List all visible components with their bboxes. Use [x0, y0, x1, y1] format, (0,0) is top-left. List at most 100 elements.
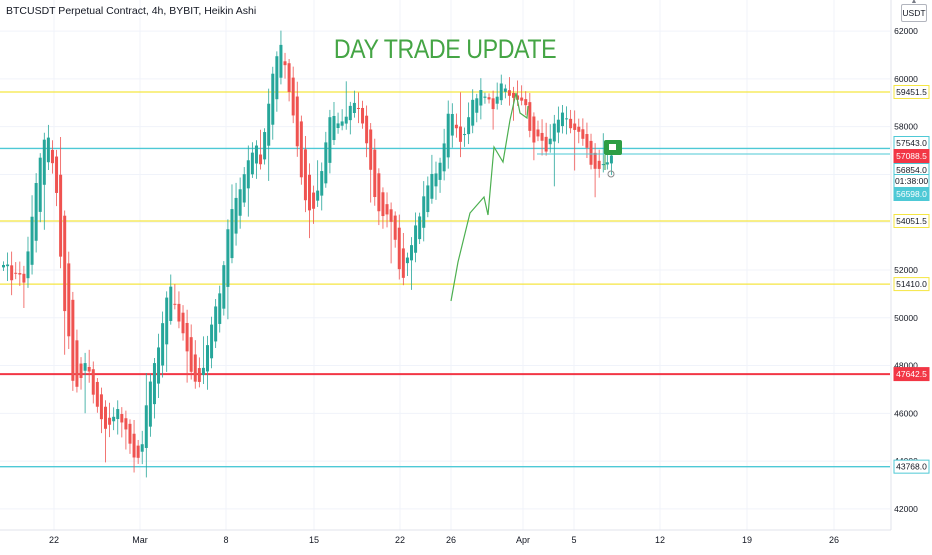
level-tag-54051.5: 54051.5 [893, 213, 930, 228]
candle [295, 81, 299, 157]
candle [365, 105, 369, 158]
candle [161, 311, 165, 378]
candle [495, 82, 499, 110]
overlay-layer [450, 92, 890, 302]
candle [197, 357, 201, 388]
candle [532, 112, 536, 161]
candle [348, 101, 352, 135]
candle [206, 335, 209, 390]
time-tick-label: 8 [223, 535, 228, 545]
time-tick-label: Mar [132, 535, 148, 545]
candle [185, 309, 189, 383]
candle [10, 251, 14, 296]
candle [99, 387, 103, 434]
candle [601, 133, 605, 173]
candle [230, 184, 234, 264]
price-tick-label: 58000 [894, 122, 918, 132]
candle [405, 252, 409, 277]
candle [83, 352, 87, 414]
candle [144, 373, 148, 478]
candle [438, 157, 442, 193]
svg-text:47642.5: 47642.5 [896, 369, 927, 379]
candle [259, 129, 263, 170]
candle [503, 84, 507, 99]
candle [507, 77, 511, 106]
candle [552, 114, 556, 187]
candle [218, 285, 222, 333]
candle [569, 109, 573, 134]
candle [2, 261, 5, 271]
candle [226, 219, 230, 320]
candle [320, 162, 324, 211]
candle [38, 153, 42, 223]
candle [287, 58, 291, 102]
candle [91, 361, 95, 404]
candle [283, 52, 287, 79]
candle [271, 66, 275, 140]
price-axis[interactable]: 4200044000460004800050000520005400056000… [890, 0, 918, 530]
trend-drawing[interactable] [450, 92, 529, 302]
candle [71, 291, 75, 391]
time-axis[interactable]: 22 Mar 8 15 22 26 Apr 5 12 19 26 [0, 529, 891, 545]
candle [336, 112, 340, 134]
candle [42, 132, 46, 230]
candle [458, 92, 462, 158]
coffee-flag-icon[interactable] [604, 140, 622, 170]
candle [18, 261, 22, 286]
candle [446, 100, 450, 169]
price-tick-label: 60000 [894, 74, 918, 84]
candle [414, 212, 418, 263]
candle [148, 373, 152, 437]
candle [361, 100, 365, 129]
candle [389, 202, 393, 264]
candles-layer [2, 30, 613, 478]
candle [95, 378, 99, 413]
candle [250, 142, 254, 178]
candle [116, 400, 120, 435]
candle [299, 115, 303, 185]
candle [565, 106, 569, 135]
currency-selector[interactable]: ▲ USDT [901, 0, 927, 22]
candle [312, 185, 316, 224]
candle [267, 88, 271, 181]
time-tick-label: 5 [571, 535, 576, 545]
candle [263, 128, 267, 165]
price-tick-label: 48000 [894, 361, 918, 371]
price-tag-red: 57088.5 [893, 149, 930, 163]
candle [344, 81, 348, 130]
chart-annotation-headline: DAY TRADE UPDATE [333, 34, 557, 64]
candle [475, 93, 479, 123]
candle [173, 284, 177, 310]
candle [132, 419, 136, 473]
svg-text:56854.0: 56854.0 [896, 165, 927, 175]
chart-symbol-title: BTCUSDT Perpetual Contract, 4h, BYBIT, H… [6, 5, 257, 17]
time-tick-label: Apr [516, 535, 530, 545]
chevron-up-icon: ▲ [910, 0, 918, 5]
candle [491, 90, 495, 130]
candle [210, 316, 214, 369]
candle [136, 439, 140, 464]
candle [50, 140, 54, 174]
time-tick-label: 22 [49, 535, 59, 545]
candle [577, 118, 581, 144]
horizontal-levels [0, 91, 890, 468]
candle [242, 167, 246, 207]
candle [316, 160, 320, 207]
candle [560, 105, 564, 134]
candle [22, 265, 26, 308]
candle [393, 211, 397, 248]
candle [483, 92, 487, 104]
candle [108, 402, 112, 438]
candle [430, 154, 434, 204]
candle [104, 400, 107, 463]
candle [152, 357, 156, 419]
grid-layer [0, 0, 890, 530]
candle [291, 66, 295, 124]
price-marker-icon [607, 170, 615, 178]
candle [385, 192, 389, 228]
candle [189, 324, 193, 380]
candle [479, 78, 483, 120]
candle [120, 407, 124, 438]
